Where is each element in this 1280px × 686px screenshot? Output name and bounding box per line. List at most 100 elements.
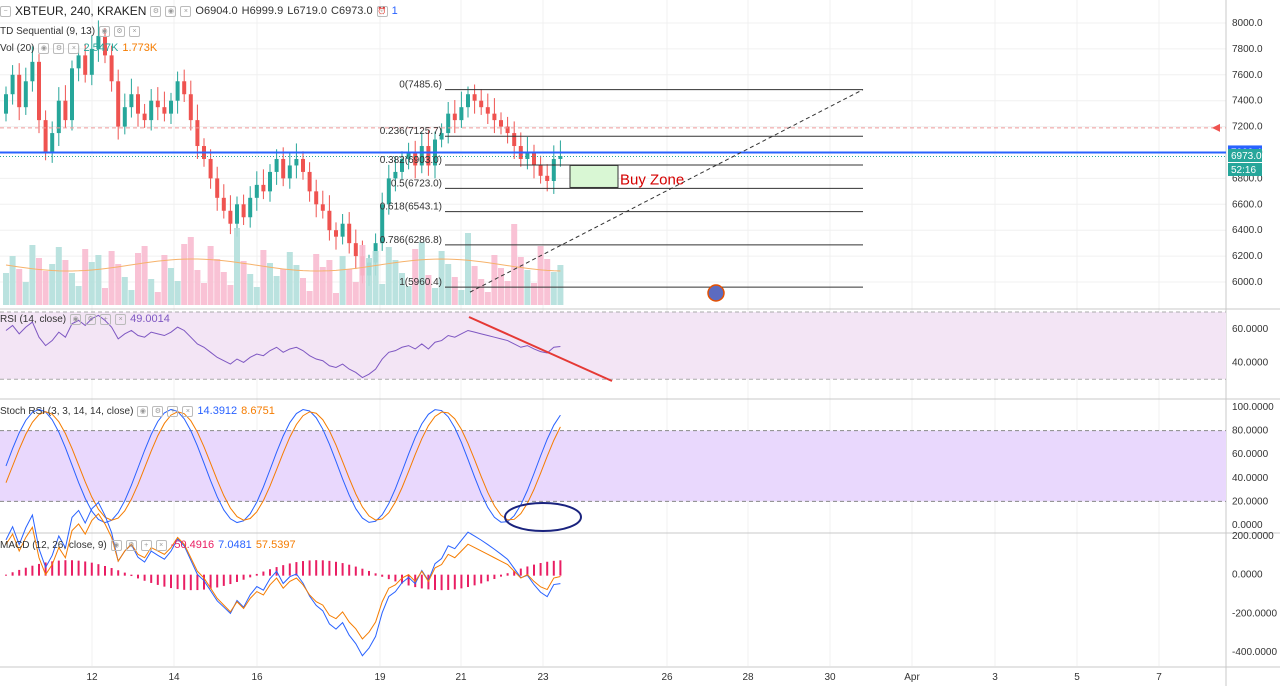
volume-bar bbox=[234, 228, 240, 305]
volume-bar bbox=[300, 278, 306, 305]
candle-body bbox=[347, 223, 352, 244]
stoch-d-line bbox=[5, 411, 561, 521]
macd-hist-bar bbox=[381, 574, 384, 577]
volume-bar bbox=[445, 264, 452, 305]
macd-hist-bar bbox=[506, 573, 509, 576]
x-tick-label: 28 bbox=[742, 672, 754, 683]
candle-body bbox=[122, 107, 127, 127]
y-tick-label: 7400.0 bbox=[1232, 96, 1263, 107]
eye-icon[interactable]: ◉ bbox=[38, 42, 50, 54]
volume-bar bbox=[55, 247, 62, 305]
volume-bar bbox=[366, 258, 372, 305]
candle-body bbox=[155, 100, 160, 108]
close-label: C bbox=[331, 5, 339, 17]
candle-body bbox=[43, 120, 48, 153]
rsi-divergence-trendline bbox=[468, 316, 613, 382]
eye-icon[interactable]: ◉ bbox=[110, 539, 122, 551]
volume-bar bbox=[240, 261, 247, 305]
volume-bar bbox=[399, 273, 405, 305]
fib-level-label: 0.236(7125.7) bbox=[380, 126, 442, 137]
add-icon[interactable]: + bbox=[140, 539, 152, 551]
candle-body bbox=[109, 55, 114, 82]
settings-icon[interactable]: ⚙ bbox=[114, 26, 126, 37]
volume-bar bbox=[458, 290, 465, 305]
candle-body bbox=[558, 155, 563, 159]
settings-icon[interactable]: ⚙ bbox=[125, 539, 137, 551]
volume-bar bbox=[511, 224, 518, 305]
volume-bar bbox=[267, 263, 273, 305]
volume-bar bbox=[491, 255, 498, 305]
close-icon[interactable]: × bbox=[129, 26, 141, 37]
candle-body bbox=[538, 165, 543, 176]
eye-icon[interactable]: ◉ bbox=[99, 26, 111, 37]
candle-body bbox=[169, 100, 173, 114]
candle-body bbox=[426, 146, 431, 166]
volume-bar bbox=[319, 267, 326, 305]
volume-bar bbox=[286, 252, 293, 305]
candle-body bbox=[485, 107, 490, 114]
open-label: O bbox=[195, 5, 204, 17]
candle-body bbox=[221, 197, 226, 211]
stoch-tick-label: 60.0000 bbox=[1232, 449, 1269, 460]
low-label: L bbox=[287, 5, 294, 17]
close-icon[interactable]: × bbox=[182, 405, 194, 417]
vol-legend: Vol (20) ◉ ⚙ × 2.547K 1.773K bbox=[0, 42, 157, 54]
hide-icon[interactable]: ◉ bbox=[165, 5, 177, 17]
eye-icon[interactable]: ◉ bbox=[137, 405, 149, 417]
y-tick-label: 6000.0 bbox=[1232, 277, 1263, 288]
stoch-k-value: 14.3912 bbox=[197, 405, 238, 417]
stoch-tick-label: 0.0000 bbox=[1232, 520, 1263, 531]
candle-body bbox=[268, 171, 272, 192]
volume-bar bbox=[372, 251, 379, 305]
price-label-bg bbox=[1228, 148, 1262, 162]
price-label-countdown: 52:16 bbox=[1231, 165, 1256, 176]
symbol-legend: − XBTEUR, 240, KRAKEN ⚙ ◉ × O6904.0 H699… bbox=[0, 4, 398, 18]
macd-hist-bar bbox=[486, 574, 489, 582]
candle-body bbox=[281, 158, 286, 179]
volume-bar bbox=[405, 286, 412, 305]
candle-body bbox=[175, 81, 180, 101]
candle-body bbox=[545, 175, 550, 181]
settings-icon[interactable]: ⚙ bbox=[85, 313, 97, 325]
alarm-icon[interactable]: ⏰ bbox=[376, 5, 388, 17]
eye-icon[interactable]: ◉ bbox=[70, 313, 82, 325]
macd-hist-bar bbox=[236, 574, 238, 582]
settings-icon[interactable]: ⚙ bbox=[150, 5, 162, 17]
close-icon[interactable]: × bbox=[68, 42, 80, 54]
macd-hist-bar bbox=[110, 568, 113, 576]
macd-hist-bar bbox=[460, 574, 463, 589]
settings-icon[interactable]: ⚙ bbox=[152, 405, 164, 417]
candle-body bbox=[400, 158, 404, 172]
close-icon[interactable]: × bbox=[155, 539, 167, 551]
candle-body bbox=[505, 126, 510, 134]
volume-bar bbox=[280, 269, 287, 305]
add-icon[interactable]: + bbox=[100, 313, 112, 325]
volume-bar bbox=[62, 260, 69, 305]
close-icon[interactable]: × bbox=[115, 313, 127, 325]
candle-body bbox=[320, 204, 325, 211]
settings-icon[interactable]: ⚙ bbox=[53, 42, 65, 54]
volume-bar bbox=[174, 281, 181, 305]
candle-body bbox=[466, 94, 470, 108]
candle-body bbox=[479, 100, 484, 108]
add-icon[interactable]: + bbox=[167, 405, 179, 417]
candle-body bbox=[4, 94, 8, 114]
macd-hist-bar bbox=[354, 566, 357, 576]
macd-hist-bar bbox=[189, 574, 192, 591]
volume-bar bbox=[313, 254, 320, 305]
volume-bar bbox=[181, 244, 188, 305]
macd-signal-value: 57.5397 bbox=[255, 539, 296, 551]
y-tick-label: 6800.0 bbox=[1232, 173, 1263, 184]
macd-hist-bar bbox=[18, 569, 21, 576]
volume-bar bbox=[69, 273, 75, 305]
candle-body bbox=[30, 61, 35, 82]
candle-body bbox=[103, 35, 107, 56]
collapse-icon[interactable]: − bbox=[0, 5, 11, 17]
macd-hist-bar bbox=[401, 574, 403, 584]
volume-bar bbox=[306, 291, 313, 305]
rsi-line bbox=[5, 314, 561, 379]
fib-level-label: 0(7485.6) bbox=[399, 80, 442, 91]
stoch-d-value: 8.6751 bbox=[241, 405, 275, 417]
close-icon[interactable]: × bbox=[180, 5, 192, 17]
